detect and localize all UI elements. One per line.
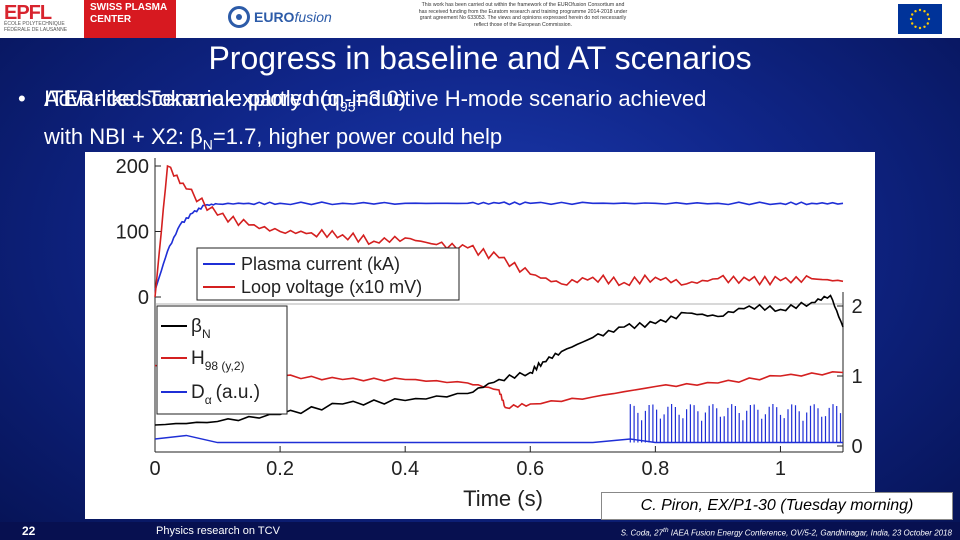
slide-number: 22 — [22, 524, 36, 538]
time-trace-chart: 0 100 200 0 1 2 0 0.2 0.4 0.6 0.8 1 Time (s) Plasma c… — [116, 156, 863, 511]
bullet-text-advanced: Advanced Tokamak: partly non-inductive H… — [44, 86, 707, 111]
bullet-text-line2: with NBI + X2: βN=1.7, higher power coul… — [44, 124, 503, 153]
legend-plasma-current-label: Plasma current (kA) — [241, 254, 400, 274]
x-tick-label: 1 — [775, 458, 786, 480]
x-tick-label: 0 — [149, 458, 160, 480]
series-beta-n — [154, 294, 844, 426]
eurofusion-logo: EUROfusion — [228, 6, 332, 28]
eurofusion-icon — [228, 6, 250, 28]
credit-box: C. Piron, EX/P1-30 (Tuesday morning) — [601, 492, 953, 520]
legend-d-alpha-label: Dα (a.u.) — [191, 382, 260, 407]
series-loop-voltage — [154, 164, 844, 298]
legend-bottom-box — [156, 305, 288, 415]
footer-center-text: Physics research on TCV — [156, 525, 280, 537]
footer-citation: S. Coda, 27th IAEA Fusion Energy Confere… — [620, 527, 952, 538]
x-tick-label: 0.4 — [391, 458, 419, 480]
top-y-tick-label: 100 — [116, 222, 149, 244]
legend-h98-label: H98 (y,2) — [191, 348, 245, 373]
x-tick-label: 0.6 — [516, 458, 544, 480]
bottom-y-tick-label: 2 — [851, 296, 862, 318]
logo-bar: EPFL ÉCOLE POLYTECHNIQUE FÉDÉRALE DE LAU… — [0, 0, 960, 38]
eu-flag-icon — [898, 4, 942, 34]
time-trace-figure: 0 100 200 0 1 2 0 0.2 0.4 0.6 0.8 1 Time (s) Plasma c… — [85, 152, 875, 519]
bullet-symbol: • — [18, 86, 26, 111]
legend-bottom: βN H98 (y,2) Dα (a.u.) — [156, 305, 288, 415]
series-plasma-current — [154, 201, 844, 291]
epfl-logo: EPFL ÉCOLE POLYTECHNIQUE FÉDÉRALE DE LAU… — [0, 0, 84, 38]
legend-top-box — [196, 247, 460, 301]
x-axis-label: Time (s) — [463, 486, 543, 511]
legend-loop-voltage-label: Loop voltage (x10 mV) — [241, 277, 422, 297]
x-tick-label: 0.2 — [266, 458, 294, 480]
x-tick-label: 0.8 — [641, 458, 669, 480]
bottom-y-tick-label: 0 — [851, 436, 862, 458]
swiss-plasma-center-logo: SWISS PLASMA CENTER — [84, 0, 176, 38]
legend-top: Plasma current (kA) Loop voltage (x10 mV) — [196, 247, 460, 301]
series-h98 — [154, 364, 844, 410]
funding-disclaimer: This work has been carried out within th… — [418, 2, 628, 28]
slide-title: Progress in baseline and AT scenarios — [208, 40, 752, 76]
bottom-y-tick-label: 1 — [851, 366, 862, 388]
series-d-alpha — [154, 434, 843, 444]
bullet-text-iter: ITER-like scenario explored (q95=3.0) — [44, 86, 407, 115]
series-d-alpha-elms — [629, 404, 842, 443]
footer-bar — [0, 522, 960, 540]
legend-beta-n-label: βN — [191, 316, 211, 341]
top-y-tick-label: 0 — [138, 287, 149, 309]
top-y-tick-label: 200 — [116, 156, 149, 178]
